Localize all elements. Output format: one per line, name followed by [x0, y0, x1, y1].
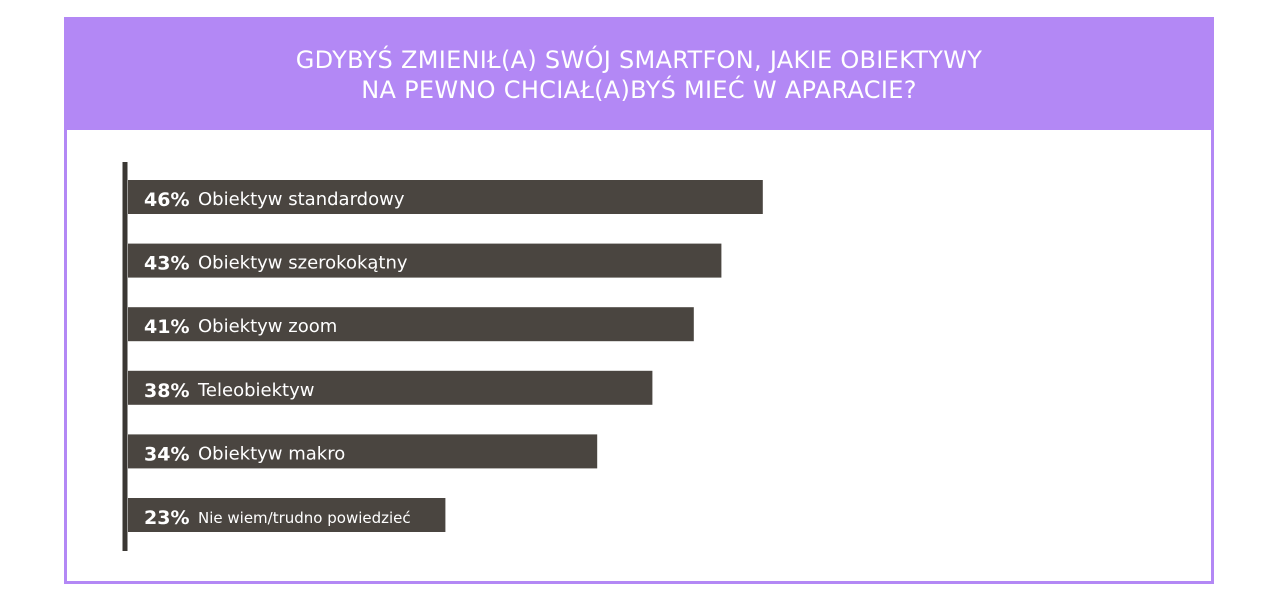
bar	[128, 180, 763, 214]
bar-category-label: Obiektyw makro	[198, 443, 345, 464]
chart-frame: GDYBYŚ ZMIENIŁ(A) SWÓJ SMARTFON, JAKIE O…	[64, 17, 1214, 584]
bar-category-label: Obiektyw standardowy	[198, 189, 405, 210]
bar-value-label: 34%	[144, 443, 189, 465]
bar-value-label: 38%	[144, 380, 189, 402]
chart-header: GDYBYŚ ZMIENIŁ(A) SWÓJ SMARTFON, JAKIE O…	[67, 20, 1211, 130]
chart-title-line-1: GDYBYŚ ZMIENIŁ(A) SWÓJ SMARTFON, JAKIE O…	[295, 46, 983, 74]
bar	[128, 243, 722, 278]
bar	[128, 434, 598, 469]
bar-group: 34% Obiektyw makro	[128, 434, 598, 469]
bar-category-label: Obiektyw szerokokątny	[198, 253, 408, 274]
bar-value-label: 23%	[144, 507, 189, 529]
bar-group: 23% Nie wiem/trudno powiedzieć	[128, 498, 446, 532]
bar-category-label: Obiektyw zoom	[198, 316, 337, 337]
bar	[128, 498, 446, 532]
bar-value-label: 43%	[144, 253, 189, 275]
bar-value-label: 46%	[144, 189, 189, 211]
bar	[128, 307, 694, 342]
bar-group: 43% Obiektyw szerokokątny	[128, 243, 722, 278]
bar	[128, 370, 653, 405]
bar-group: 46% Obiektyw standardowy	[128, 180, 763, 214]
chart-title-line-2: NA PEWNO CHCIAŁ(A)BYŚ MIEĆ W APARACIE?	[361, 76, 917, 104]
bar-value-label: 41%	[144, 316, 189, 338]
bar-category-label: Teleobiektyw	[197, 380, 314, 401]
bar-group: 38% Teleobiektyw	[128, 370, 653, 405]
bar-category-label: Nie wiem/trudno powiedzieć	[198, 509, 411, 527]
bar-group: 41% Obiektyw zoom	[128, 307, 694, 342]
